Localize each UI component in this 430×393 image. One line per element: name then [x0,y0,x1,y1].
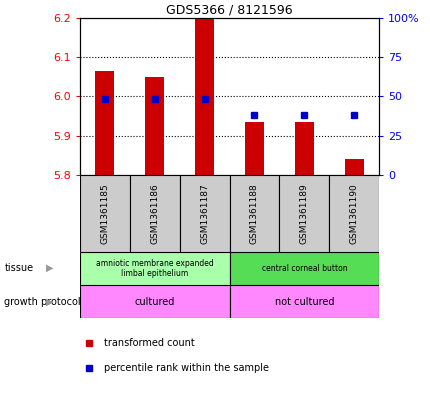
Bar [294,122,313,175]
Text: GSM1361189: GSM1361189 [299,183,308,244]
Text: cultured: cultured [134,297,175,307]
Text: tissue: tissue [4,263,34,273]
Bar [329,175,378,252]
Title: GDS5366 / 8121596: GDS5366 / 8121596 [166,4,292,17]
Bar [80,252,229,285]
Text: GSM1361187: GSM1361187 [200,183,209,244]
Text: ▶: ▶ [46,263,53,273]
Bar [229,252,378,285]
Bar [179,175,229,252]
Bar [229,175,279,252]
Text: growth protocol: growth protocol [4,297,81,307]
Bar [80,285,229,318]
Text: not cultured: not cultured [274,297,333,307]
Text: percentile rank within the sample: percentile rank within the sample [104,364,268,373]
Bar [80,175,129,252]
Bar [195,18,214,175]
Text: amniotic membrane expanded
limbal epithelium: amniotic membrane expanded limbal epithe… [95,259,213,278]
Bar [145,77,164,175]
Bar [344,159,363,175]
Bar [279,175,329,252]
Text: GSM1361190: GSM1361190 [349,183,358,244]
Bar [129,175,179,252]
Bar [229,285,378,318]
Text: GSM1361186: GSM1361186 [150,183,159,244]
Text: GSM1361185: GSM1361185 [100,183,109,244]
Bar [95,71,114,175]
Text: ▶: ▶ [46,297,53,307]
Bar [244,122,263,175]
Text: central corneal button: central corneal button [261,264,347,273]
Text: transformed count: transformed count [104,338,194,348]
Text: GSM1361188: GSM1361188 [249,183,258,244]
